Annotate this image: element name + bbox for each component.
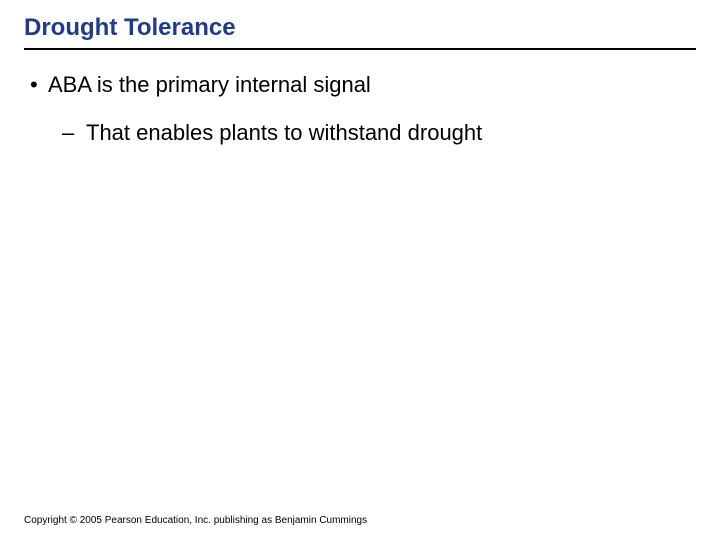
copyright-footer: Copyright © 2005 Pearson Education, Inc.… <box>24 515 367 526</box>
title-rule <box>24 48 696 50</box>
bullet-icon: • <box>30 72 48 98</box>
list-item: • ABA is the primary internal signal <box>30 72 696 98</box>
slide: Drought Tolerance • ABA is the primary i… <box>0 0 720 540</box>
slide-title: Drought Tolerance <box>24 14 696 42</box>
sub-list: – That enables plants to withstand droug… <box>30 120 696 146</box>
list-item-text: ABA is the primary internal signal <box>48 72 696 98</box>
bullet-list: • ABA is the primary internal signal – T… <box>24 72 696 146</box>
list-item: – That enables plants to withstand droug… <box>62 120 696 146</box>
dash-icon: – <box>62 120 86 146</box>
list-item-text: That enables plants to withstand drought <box>86 120 696 146</box>
